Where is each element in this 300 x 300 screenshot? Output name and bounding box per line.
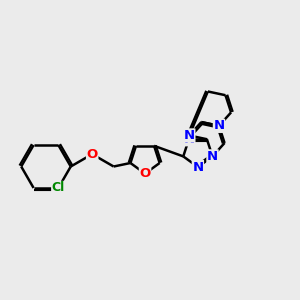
Text: N: N <box>183 133 194 146</box>
Text: O: O <box>87 148 98 160</box>
Text: O: O <box>140 167 151 180</box>
Text: N: N <box>184 129 195 142</box>
Text: N: N <box>207 150 218 163</box>
Text: N: N <box>192 160 203 173</box>
Text: Cl: Cl <box>52 182 65 194</box>
Text: N: N <box>213 119 225 132</box>
